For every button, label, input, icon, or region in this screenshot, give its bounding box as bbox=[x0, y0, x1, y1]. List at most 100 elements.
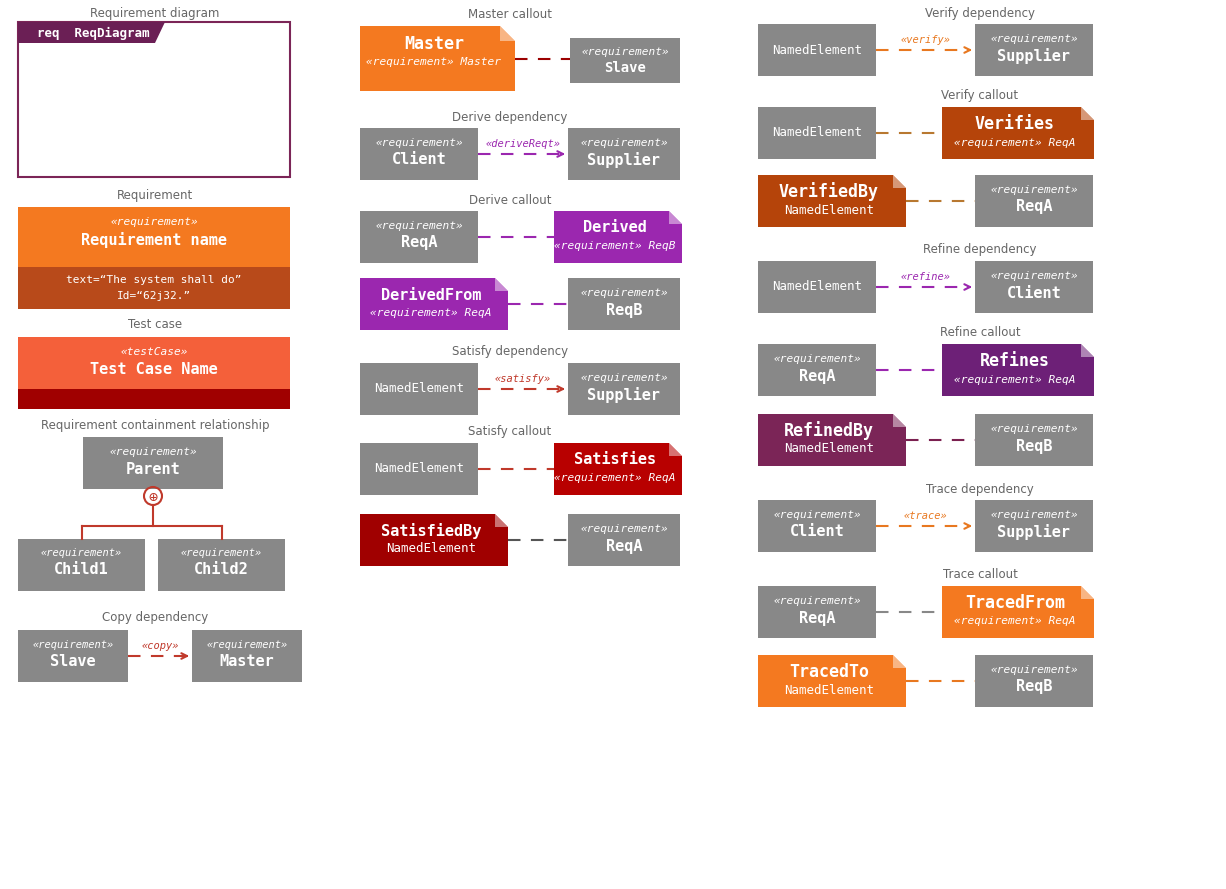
Text: Verify callout: Verify callout bbox=[942, 90, 1019, 102]
Polygon shape bbox=[1081, 107, 1094, 120]
Text: NamedElement: NamedElement bbox=[374, 462, 463, 476]
Text: Test case: Test case bbox=[128, 318, 183, 332]
Bar bbox=[568, 363, 680, 415]
Text: «requirement»: «requirement» bbox=[110, 217, 197, 227]
Text: TracedFrom: TracedFrom bbox=[965, 594, 1065, 612]
Text: RefinedBy: RefinedBy bbox=[783, 421, 874, 440]
Bar bbox=[18, 389, 291, 409]
Bar bbox=[360, 363, 478, 415]
Text: «requirement» ReqA: «requirement» ReqA bbox=[370, 308, 492, 318]
Text: «trace»: «trace» bbox=[904, 511, 948, 521]
Text: «requirement»: «requirement» bbox=[991, 34, 1078, 44]
Text: Refine dependency: Refine dependency bbox=[923, 244, 1037, 257]
Text: «requirement» ReqA: «requirement» ReqA bbox=[954, 375, 1075, 385]
Text: Refine callout: Refine callout bbox=[939, 326, 1020, 340]
Text: Verify dependency: Verify dependency bbox=[924, 7, 1035, 20]
Text: Supplier: Supplier bbox=[998, 48, 1070, 64]
Bar bbox=[83, 437, 223, 489]
Polygon shape bbox=[495, 514, 508, 527]
Text: Supplier: Supplier bbox=[587, 152, 661, 168]
Polygon shape bbox=[893, 655, 906, 668]
Text: Derive callout: Derive callout bbox=[468, 194, 552, 206]
Bar bbox=[360, 128, 478, 180]
Text: req  ReqDiagram: req ReqDiagram bbox=[37, 27, 150, 39]
Text: Requirement name: Requirement name bbox=[81, 232, 227, 248]
Text: Client: Client bbox=[790, 525, 845, 540]
Text: ReqA: ReqA bbox=[401, 236, 438, 251]
Text: «requirement»: «requirement» bbox=[991, 510, 1078, 520]
Polygon shape bbox=[669, 211, 682, 224]
Text: Id=“62j32.”: Id=“62j32.” bbox=[116, 291, 191, 301]
Bar bbox=[18, 267, 291, 309]
Text: «requirement»: «requirement» bbox=[32, 640, 114, 650]
Text: «requirement»: «requirement» bbox=[774, 354, 861, 364]
Text: Parent: Parent bbox=[125, 461, 180, 477]
Text: «requirement»: «requirement» bbox=[991, 665, 1078, 675]
Bar bbox=[568, 514, 680, 566]
Bar bbox=[570, 38, 680, 83]
Text: Derived: Derived bbox=[584, 220, 647, 236]
Polygon shape bbox=[942, 586, 1094, 638]
Text: NamedElement: NamedElement bbox=[783, 443, 874, 455]
Text: Child2: Child2 bbox=[194, 563, 249, 578]
Text: «deriveReqt»: «deriveReqt» bbox=[485, 139, 560, 149]
Text: Slave: Slave bbox=[50, 654, 96, 669]
Polygon shape bbox=[758, 655, 906, 707]
Polygon shape bbox=[360, 278, 508, 330]
Polygon shape bbox=[495, 278, 508, 291]
Text: «requirement»: «requirement» bbox=[580, 524, 668, 534]
Text: VerifiedBy: VerifiedBy bbox=[779, 182, 879, 202]
Bar bbox=[975, 500, 1094, 552]
Polygon shape bbox=[500, 26, 515, 41]
Text: Supplier: Supplier bbox=[587, 387, 661, 403]
Polygon shape bbox=[758, 175, 906, 227]
Text: ReqB: ReqB bbox=[1016, 438, 1052, 453]
Text: DerivedFrom: DerivedFrom bbox=[381, 287, 481, 302]
Text: ⊕: ⊕ bbox=[148, 490, 158, 504]
Text: Test Case Name: Test Case Name bbox=[91, 362, 218, 377]
Text: NamedElement: NamedElement bbox=[772, 281, 862, 293]
Polygon shape bbox=[554, 443, 682, 495]
Text: Master: Master bbox=[405, 35, 463, 53]
Text: Copy dependency: Copy dependency bbox=[102, 612, 208, 624]
Bar bbox=[758, 24, 877, 76]
Text: «requirement»: «requirement» bbox=[774, 596, 861, 606]
Polygon shape bbox=[669, 443, 682, 456]
Text: NamedElement: NamedElement bbox=[783, 684, 874, 696]
Text: «requirement»: «requirement» bbox=[991, 424, 1078, 434]
Bar bbox=[758, 344, 877, 396]
Text: NamedElement: NamedElement bbox=[386, 542, 476, 556]
Text: ReqA: ReqA bbox=[606, 539, 642, 554]
Text: ReqA: ReqA bbox=[799, 611, 835, 626]
Polygon shape bbox=[758, 414, 906, 466]
Polygon shape bbox=[1081, 344, 1094, 357]
Text: Master callout: Master callout bbox=[468, 7, 552, 20]
Text: «requirement»: «requirement» bbox=[206, 640, 288, 650]
Bar bbox=[158, 539, 284, 591]
Text: Client: Client bbox=[391, 153, 446, 167]
Text: «requirement»: «requirement» bbox=[991, 271, 1078, 281]
Text: «requirement»: «requirement» bbox=[180, 548, 261, 558]
Text: Requirement: Requirement bbox=[116, 188, 194, 202]
Bar bbox=[975, 655, 1094, 707]
Text: «testCase»: «testCase» bbox=[120, 347, 188, 357]
Text: NamedElement: NamedElement bbox=[783, 204, 874, 217]
Polygon shape bbox=[893, 414, 906, 427]
Text: «requirement» ReqB: «requirement» ReqB bbox=[554, 241, 676, 251]
Text: Master: Master bbox=[219, 654, 275, 669]
Text: Child1: Child1 bbox=[54, 563, 108, 578]
Text: «requirement»: «requirement» bbox=[774, 510, 861, 520]
Polygon shape bbox=[893, 175, 906, 188]
Bar bbox=[758, 107, 877, 159]
Text: «requirement»: «requirement» bbox=[109, 447, 197, 457]
Text: «requirement»: «requirement» bbox=[991, 185, 1078, 195]
Text: ReqB: ReqB bbox=[1016, 679, 1052, 694]
Text: NamedElement: NamedElement bbox=[374, 382, 463, 396]
Text: «refine»: «refine» bbox=[901, 272, 950, 282]
Polygon shape bbox=[360, 514, 508, 566]
Bar bbox=[360, 443, 478, 495]
Bar bbox=[18, 207, 291, 267]
Bar bbox=[18, 539, 145, 591]
Bar bbox=[568, 278, 680, 330]
Polygon shape bbox=[360, 26, 515, 91]
